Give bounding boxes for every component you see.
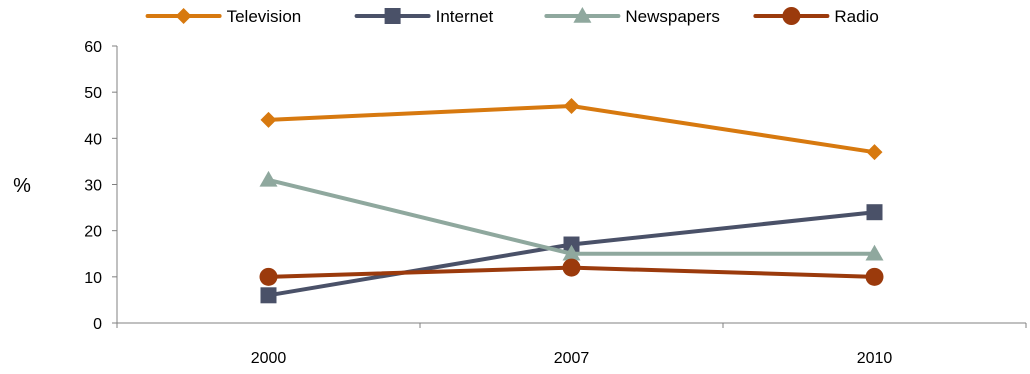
y-axis: 0 10 20 30 40 50 60 <box>84 39 118 333</box>
x-tick-label: 2007 <box>554 350 590 367</box>
chart-series <box>259 98 884 304</box>
series-internet <box>260 204 883 304</box>
legend-label: Radio <box>834 7 878 26</box>
data-point-newspapers <box>562 244 581 261</box>
series-newspapers <box>259 170 884 261</box>
legend-marker <box>384 8 401 24</box>
x-tick-label: 2010 <box>857 350 893 367</box>
y-tick-label: 10 <box>84 270 102 287</box>
legend-label: Television <box>227 7 302 26</box>
legend-marker <box>175 8 192 24</box>
y-tick-label: 0 <box>93 316 102 333</box>
data-point-internet <box>563 236 580 253</box>
y-tick-label: 20 <box>84 224 102 241</box>
data-point-radio <box>865 267 884 286</box>
series-radio <box>259 258 884 286</box>
series-television <box>260 98 883 161</box>
legend-item-newspapers: Newspapers <box>544 7 720 26</box>
y-tick-label: 60 <box>84 39 102 56</box>
chart-legend: Television Internet Newspapers Radio <box>145 7 879 26</box>
data-point-internet <box>866 204 883 221</box>
data-point-internet <box>260 287 277 304</box>
y-axis-title: % <box>13 175 31 197</box>
data-point-radio <box>259 267 278 286</box>
data-point-radio <box>562 258 581 277</box>
data-point-newspapers <box>865 244 884 261</box>
legend-marker <box>573 7 592 23</box>
y-tick-label: 50 <box>84 85 102 102</box>
x-axis: 2000 2007 2010 <box>116 322 1027 367</box>
legend-item-internet: Internet <box>354 7 494 26</box>
data-point-television <box>260 111 277 128</box>
data-point-television <box>866 144 883 161</box>
data-point-newspapers <box>259 170 278 187</box>
legend-item-television: Television <box>145 7 302 26</box>
data-point-television <box>563 98 580 115</box>
legend-label: Internet <box>436 7 494 26</box>
x-tick-label: 2000 <box>251 350 287 367</box>
legend-label: Newspapers <box>625 7 720 26</box>
y-tick-label: 30 <box>84 178 102 195</box>
legend-item-radio: Radio <box>753 7 879 26</box>
legend-marker <box>782 7 801 25</box>
y-tick-label: 40 <box>84 131 102 148</box>
